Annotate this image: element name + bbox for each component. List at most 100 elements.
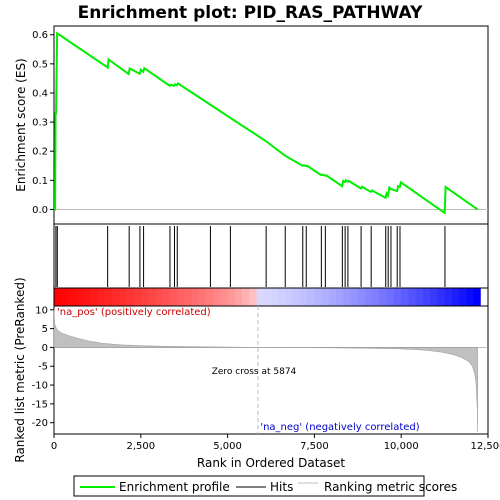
heatmap-cell: [54, 288, 62, 306]
es-y-tick-label: 0.5: [32, 59, 48, 70]
metric-y-tick-label: 0: [42, 343, 48, 354]
heatmap-cell: [372, 288, 381, 306]
metric-y-tick-label: -5: [38, 362, 48, 373]
heatmap-cell: [278, 288, 287, 306]
legend-enrichment-label: Enrichment profile: [119, 480, 230, 494]
heatmap-cell: [307, 288, 315, 306]
heatmap-cell: [321, 288, 330, 306]
es-panel-frame: [53, 25, 489, 225]
heatmap-cell: [343, 288, 352, 306]
es-y-ticks: 0.0 0.1 0.2 0.3 0.4 0.5 0.6: [32, 30, 54, 216]
x-axis-label: Rank in Ordered Dataset: [197, 456, 345, 470]
x-tick-label: 2,500: [126, 441, 155, 452]
heatmap-cell: [205, 288, 214, 306]
hits-panel-frame: [53, 223, 489, 289]
heatmap-cell: [133, 288, 142, 306]
heatmap-cell: [401, 288, 410, 306]
negative-correlation-label: 'na_neg' (negatively correlated): [260, 422, 419, 433]
heatmap-cell: [263, 288, 272, 306]
metric-y-tick-label: 10: [35, 305, 48, 316]
heatmap-cell: [299, 288, 308, 306]
heatmap-cell: [422, 288, 431, 306]
es-y-tick-label: 0.4: [32, 88, 48, 99]
heatmap-cell: [169, 288, 178, 306]
metric-y-tick-label: -10: [32, 381, 48, 392]
heatmap-cell: [104, 288, 113, 306]
heatmap-cell: [176, 288, 185, 306]
legend-metric-label: Ranking metric scores: [324, 480, 457, 494]
heatmap-cell: [444, 288, 453, 306]
chart-title: Enrichment plot: PID_RAS_PATHWAY: [78, 3, 423, 23]
heatmap-cell: [82, 288, 91, 306]
positive-correlation-label: 'na_pos' (positively correlated): [57, 307, 211, 318]
legend-hits-label: Hits: [270, 480, 293, 494]
heatmap-cell: [336, 288, 344, 306]
zero-cross-label: Zero cross at 5874: [212, 367, 297, 377]
heatmap-cell: [328, 288, 337, 306]
metric-y-label: Ranked list metric (PreRanked): [13, 277, 27, 462]
heatmap-cell: [119, 288, 127, 306]
heatmap-cell: [480, 288, 489, 306]
heatmap-cell: [415, 288, 424, 306]
heatmap-cell: [256, 288, 265, 306]
heatmap-cell: [292, 288, 301, 306]
heatmap-cell: [191, 288, 200, 306]
heatmap-cell: [140, 288, 149, 306]
heatmap-cell: [451, 288, 460, 306]
heatmap-cell: [430, 288, 438, 306]
x-tick-label: 0: [51, 441, 57, 452]
heatmap-cell: [379, 288, 388, 306]
heatmap-cell: [213, 288, 221, 306]
heatmap-cell: [242, 288, 250, 306]
rank-heatmap-bar: [54, 288, 489, 306]
x-ticks: 0 2,500 5,000 7,500 10,000 12,500: [51, 434, 500, 452]
x-tick-label: 5,000: [213, 441, 242, 452]
heatmap-cell: [97, 288, 106, 306]
x-tick-label: 12,500: [471, 441, 500, 452]
x-tick-label: 7,500: [300, 441, 329, 452]
ranking-metric-area: [53, 308, 488, 433]
heatmap-cell: [393, 288, 402, 306]
metric-y-tick-label: 5: [42, 324, 48, 335]
heatmap-cell: [271, 288, 279, 306]
heatmap-cell: [357, 288, 366, 306]
legend-box: [73, 475, 425, 497]
metric-y-ticks: 10 5 0 -5 -10 -15 -20: [32, 305, 54, 429]
heatmap-cell: [234, 288, 243, 306]
heatmap-cell: [68, 288, 77, 306]
hits-marks: [55, 226, 446, 287]
heatmap-cell: [227, 288, 236, 306]
es-y-tick-label: 0.6: [32, 30, 48, 41]
heatmap-cell: [111, 288, 120, 306]
heatmap-cell: [473, 288, 482, 306]
es-y-label: Enrichment score (ES): [14, 58, 28, 191]
heatmap-cell: [350, 288, 359, 306]
metric-y-tick-label: -20: [32, 418, 48, 429]
enrichment-profile-line: [54, 31, 479, 215]
heatmap-cell: [61, 288, 70, 306]
ranking-metric-scores: [53, 308, 478, 433]
heatmap-cell: [126, 288, 135, 306]
es-y-tick-label: 0.0: [32, 205, 48, 216]
heatmap-cell: [220, 288, 229, 306]
heatmap-cell: [314, 288, 323, 306]
heatmap-cell: [162, 288, 171, 306]
es-y-tick-label: 0.3: [32, 118, 48, 129]
heatmap-cell: [466, 288, 475, 306]
heatmap-cell: [155, 288, 164, 306]
heatmap-cell: [90, 288, 98, 306]
metric-panel-frame: [53, 305, 489, 435]
heatmap-cell: [148, 288, 156, 306]
heatmap-cell: [365, 288, 373, 306]
heatmap-cell: [184, 288, 193, 306]
heatmap-cell: [198, 288, 207, 306]
heatmap-cell: [437, 288, 446, 306]
heatmap-cell: [75, 288, 84, 306]
metric-y-tick-label: -15: [32, 399, 48, 410]
heatmap-cell: [459, 288, 467, 306]
x-tick-label: 10,000: [384, 441, 419, 452]
heatmap-cell: [408, 288, 417, 306]
heatmap-cell: [386, 288, 395, 306]
heatmap-cell: [249, 288, 258, 306]
